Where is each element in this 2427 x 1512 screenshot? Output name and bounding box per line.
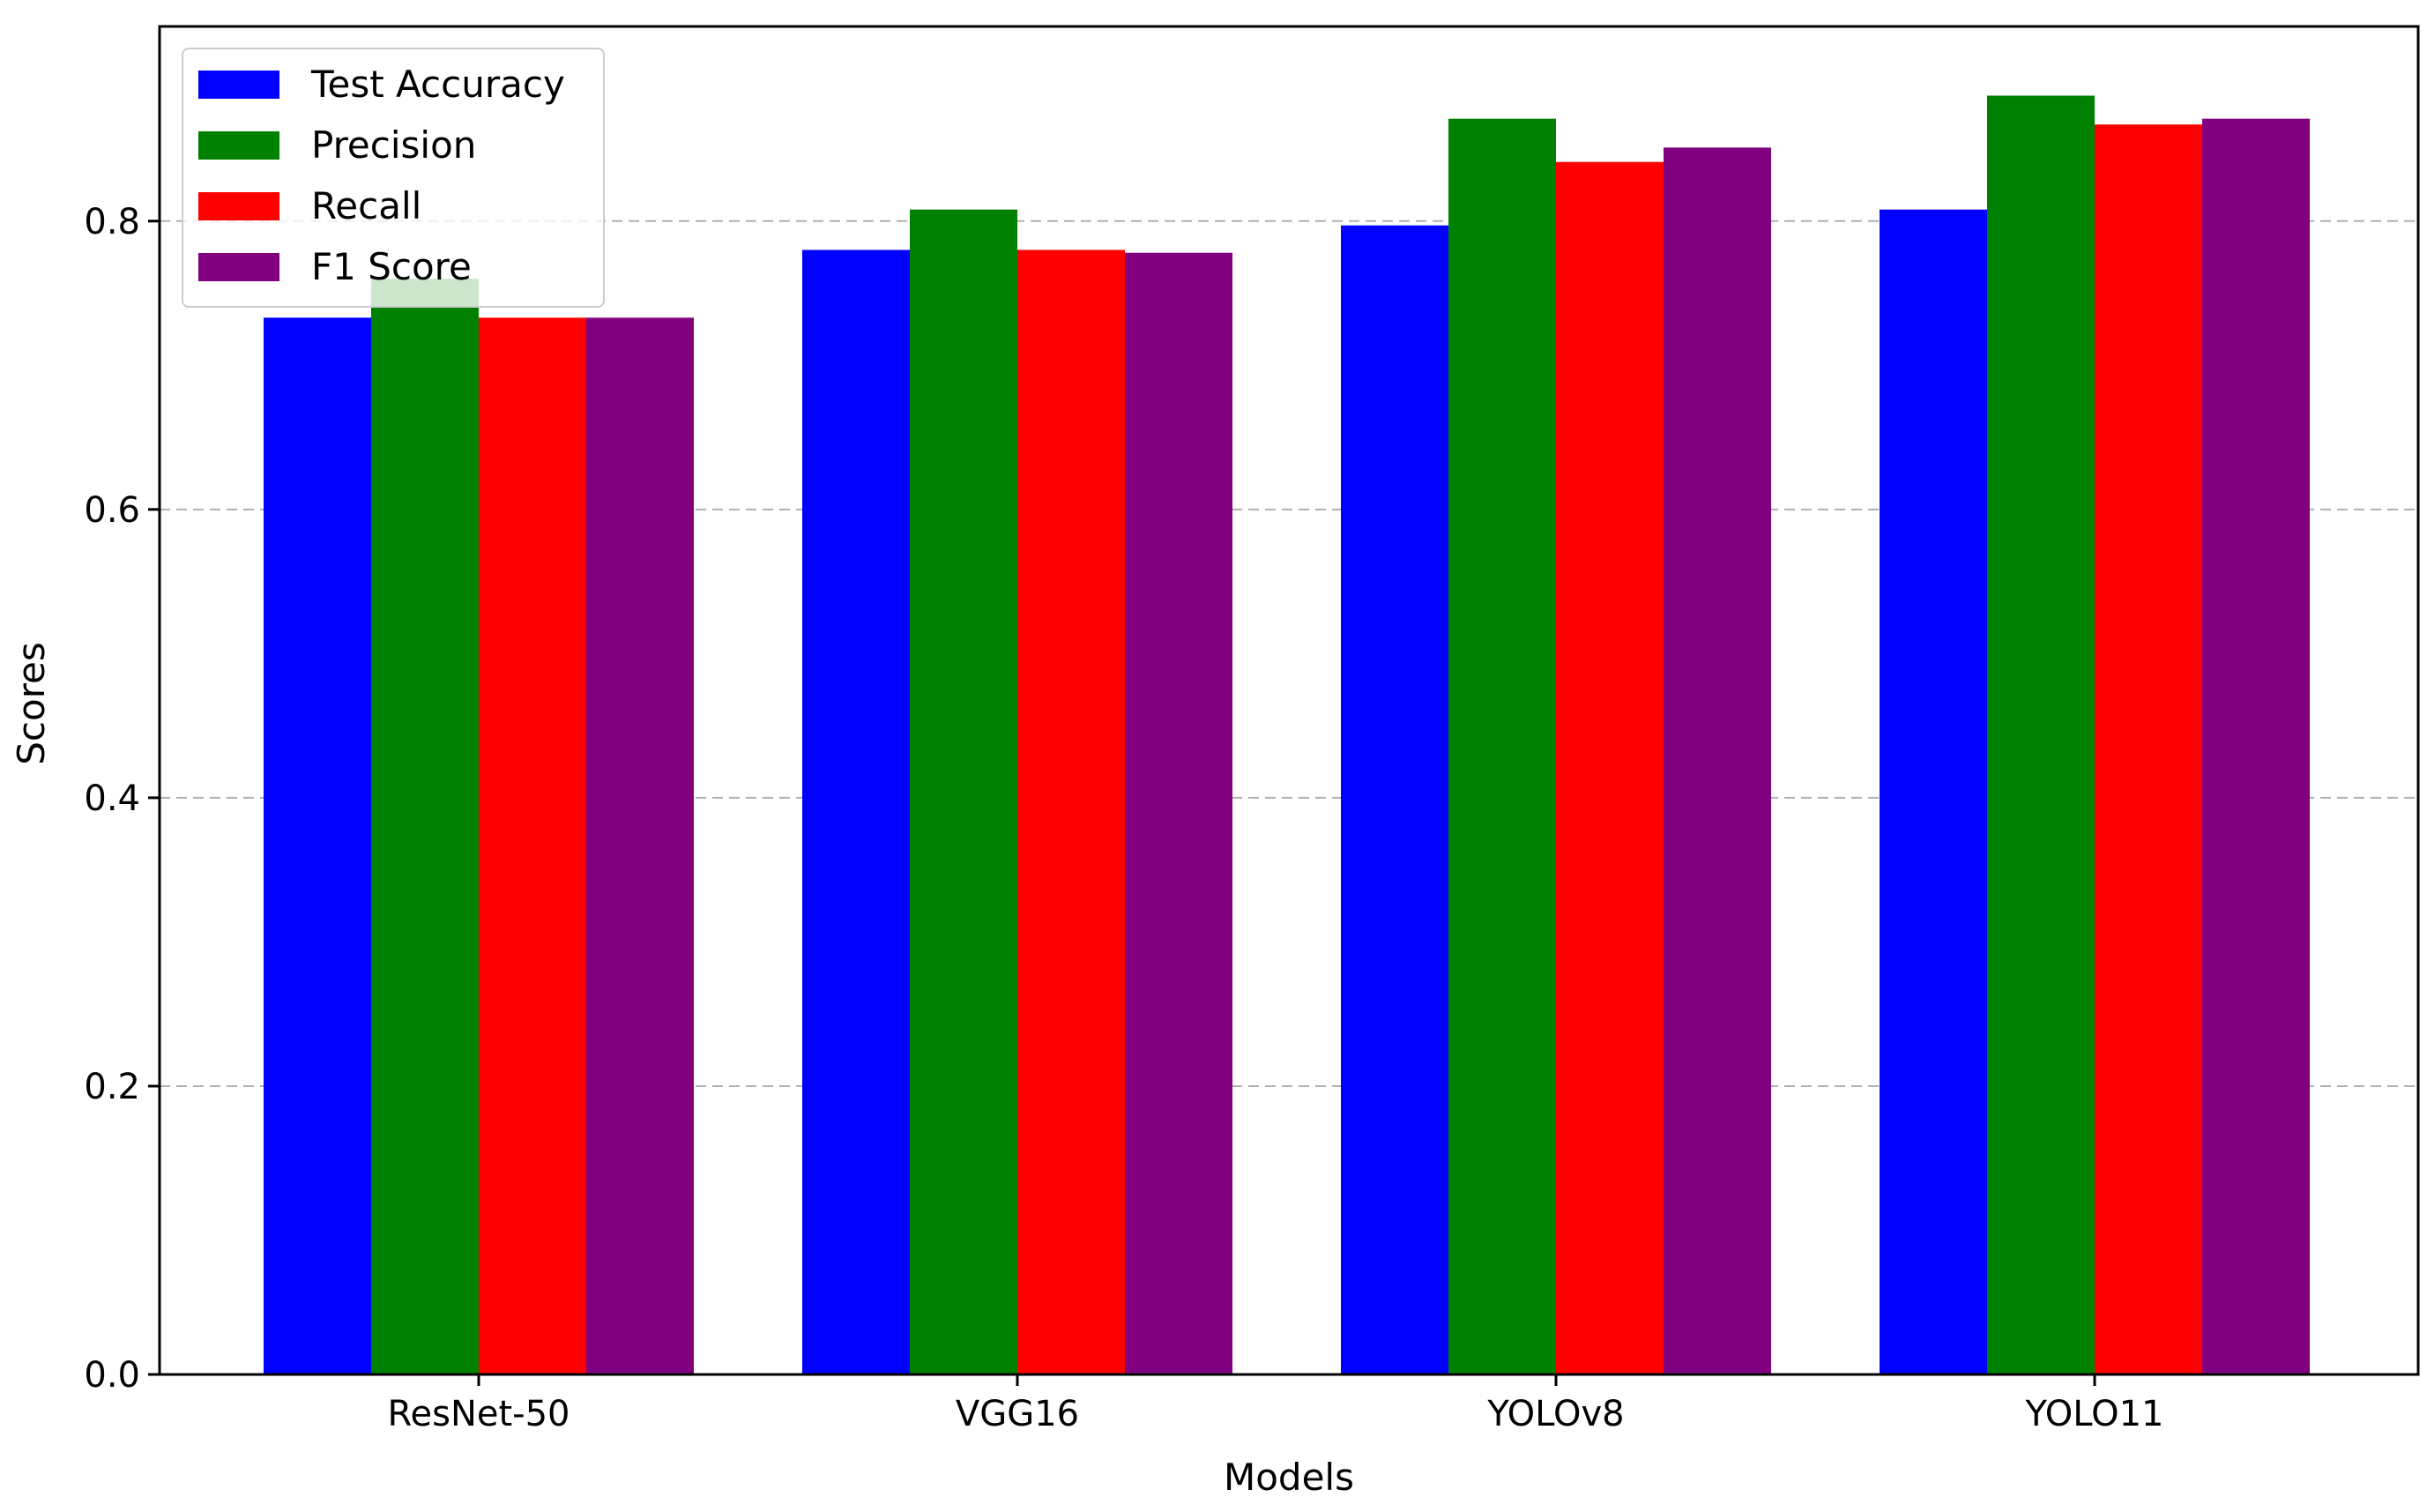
y-tick-label: 0.2 [84, 1067, 140, 1107]
legend-label-recall: Recall [311, 184, 421, 227]
bar-test-accuracy-resnet-50 [264, 317, 371, 1375]
x-tick-label: YOLOv8 [1486, 1394, 1624, 1434]
x-axis-label: Models [1224, 1456, 1354, 1499]
legend-label-test-accuracy: Test Accuracy [310, 63, 565, 106]
y-tick-label: 0.6 [84, 490, 140, 531]
y-tick-label: 0.4 [84, 778, 140, 819]
bar-test-accuracy-yolo11 [1880, 209, 1987, 1374]
plot-frame [158, 25, 2420, 1376]
bar-precision-vgg16 [910, 209, 1017, 1374]
legend-label-precision: Precision [311, 123, 476, 167]
legend-box [182, 48, 605, 308]
bar-recall-resnet-50 [479, 317, 586, 1375]
bar-precision-resnet-50 [371, 279, 479, 1374]
bar-test-accuracy-yolov8 [1341, 225, 1448, 1374]
bar-test-accuracy-vgg16 [802, 250, 910, 1374]
bar-precision-yolov8 [1448, 118, 1556, 1375]
y-tick-label: 0.8 [84, 202, 140, 242]
bar-f1-score-yolo11 [2202, 118, 2310, 1375]
bars-layer [264, 95, 2310, 1375]
legend-swatch-recall [198, 192, 279, 220]
legend-swatch-precision [198, 131, 279, 160]
bar-f1-score-resnet-50 [586, 317, 694, 1375]
bar-precision-yolo11 [1987, 95, 2095, 1374]
bar-recall-yolo11 [2095, 124, 2202, 1375]
legend: Test Accuracy Precision Recall F1 Score [182, 48, 605, 308]
legend-label-f1-score: F1 Score [311, 245, 472, 288]
x-tick-label: ResNet-50 [388, 1394, 570, 1434]
x-tick-label: VGG16 [956, 1394, 1079, 1434]
legend-swatch-test-accuracy [198, 71, 279, 99]
bar-recall-yolov8 [1556, 161, 1664, 1374]
bar-f1-score-vgg16 [1125, 252, 1232, 1374]
legend-swatch-f1-score [198, 253, 279, 281]
y-axis-label: Scores [10, 642, 53, 765]
y-tick-label: 0.0 [84, 1355, 140, 1396]
bar-recall-vgg16 [1017, 250, 1125, 1374]
axes-layer: 0.0 0.2 0.4 0.6 0.8 ResNet-50 VGG16 YOLOv8 YOLO1… [84, 202, 2163, 1434]
x-tick-label: YOLO11 [2025, 1394, 2164, 1434]
bar-f1-score-yolov8 [1664, 147, 1771, 1374]
